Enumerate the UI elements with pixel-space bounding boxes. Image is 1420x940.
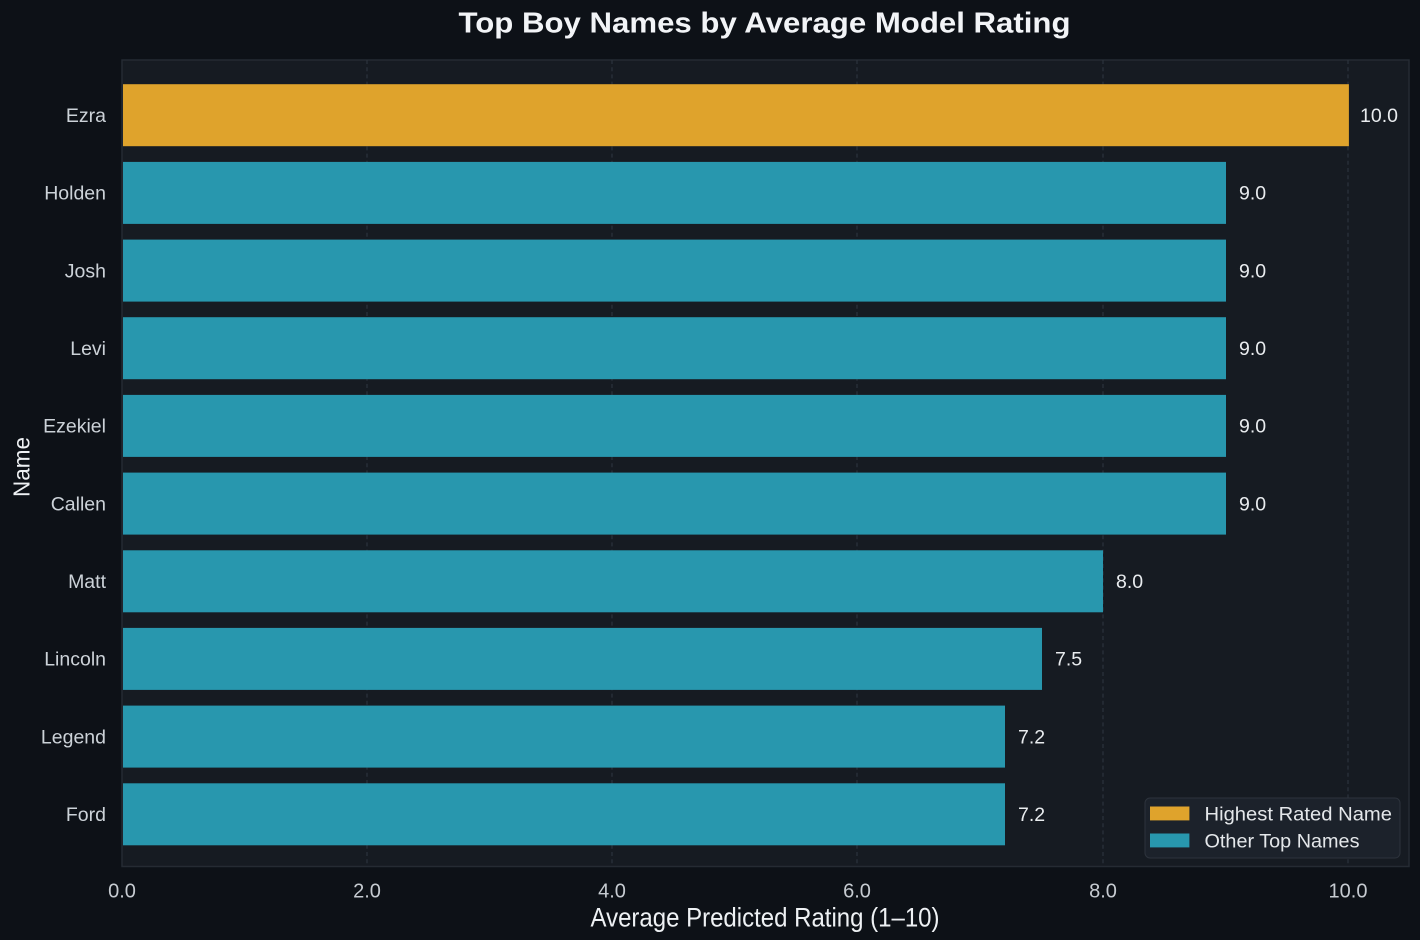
svg-text:7.5: 7.5 bbox=[1055, 649, 1082, 671]
svg-text:9.0: 9.0 bbox=[1239, 493, 1266, 515]
svg-text:0.0: 0.0 bbox=[108, 881, 136, 903]
svg-text:9.0: 9.0 bbox=[1239, 260, 1266, 282]
svg-text:4.0: 4.0 bbox=[598, 881, 626, 903]
svg-text:2.0: 2.0 bbox=[353, 881, 381, 903]
svg-text:Lincoln: Lincoln bbox=[44, 649, 106, 671]
svg-text:9.0: 9.0 bbox=[1239, 338, 1266, 360]
svg-text:Highest Rated Name: Highest Rated Name bbox=[1205, 803, 1393, 825]
svg-text:10.0: 10.0 bbox=[1360, 105, 1398, 127]
svg-text:Ford: Ford bbox=[66, 804, 106, 826]
svg-text:8.0: 8.0 bbox=[1089, 881, 1117, 903]
svg-text:9.0: 9.0 bbox=[1239, 416, 1266, 438]
svg-text:6.0: 6.0 bbox=[843, 881, 871, 903]
svg-text:9.0: 9.0 bbox=[1239, 183, 1266, 205]
svg-text:Other Top Names: Other Top Names bbox=[1205, 830, 1360, 852]
svg-text:Holden: Holden bbox=[44, 183, 106, 205]
svg-text:7.2: 7.2 bbox=[1018, 726, 1045, 748]
svg-text:Top Boy Names by Average Model: Top Boy Names by Average Model Rating bbox=[459, 7, 1071, 39]
svg-text:10.0: 10.0 bbox=[1329, 881, 1368, 903]
svg-text:8.0: 8.0 bbox=[1116, 571, 1143, 593]
svg-text:Name: Name bbox=[9, 437, 35, 497]
svg-text:Callen: Callen bbox=[51, 493, 106, 515]
svg-text:Average Predicted Rating (1–10: Average Predicted Rating (1–10) bbox=[591, 903, 940, 933]
svg-text:Matt: Matt bbox=[68, 571, 107, 593]
svg-text:Levi: Levi bbox=[70, 338, 106, 360]
svg-text:Legend: Legend bbox=[41, 726, 106, 748]
svg-text:Ezra: Ezra bbox=[66, 105, 106, 127]
svg-text:7.2: 7.2 bbox=[1018, 804, 1045, 826]
svg-text:Josh: Josh bbox=[65, 260, 106, 282]
svg-text:Ezekiel: Ezekiel bbox=[43, 416, 106, 438]
